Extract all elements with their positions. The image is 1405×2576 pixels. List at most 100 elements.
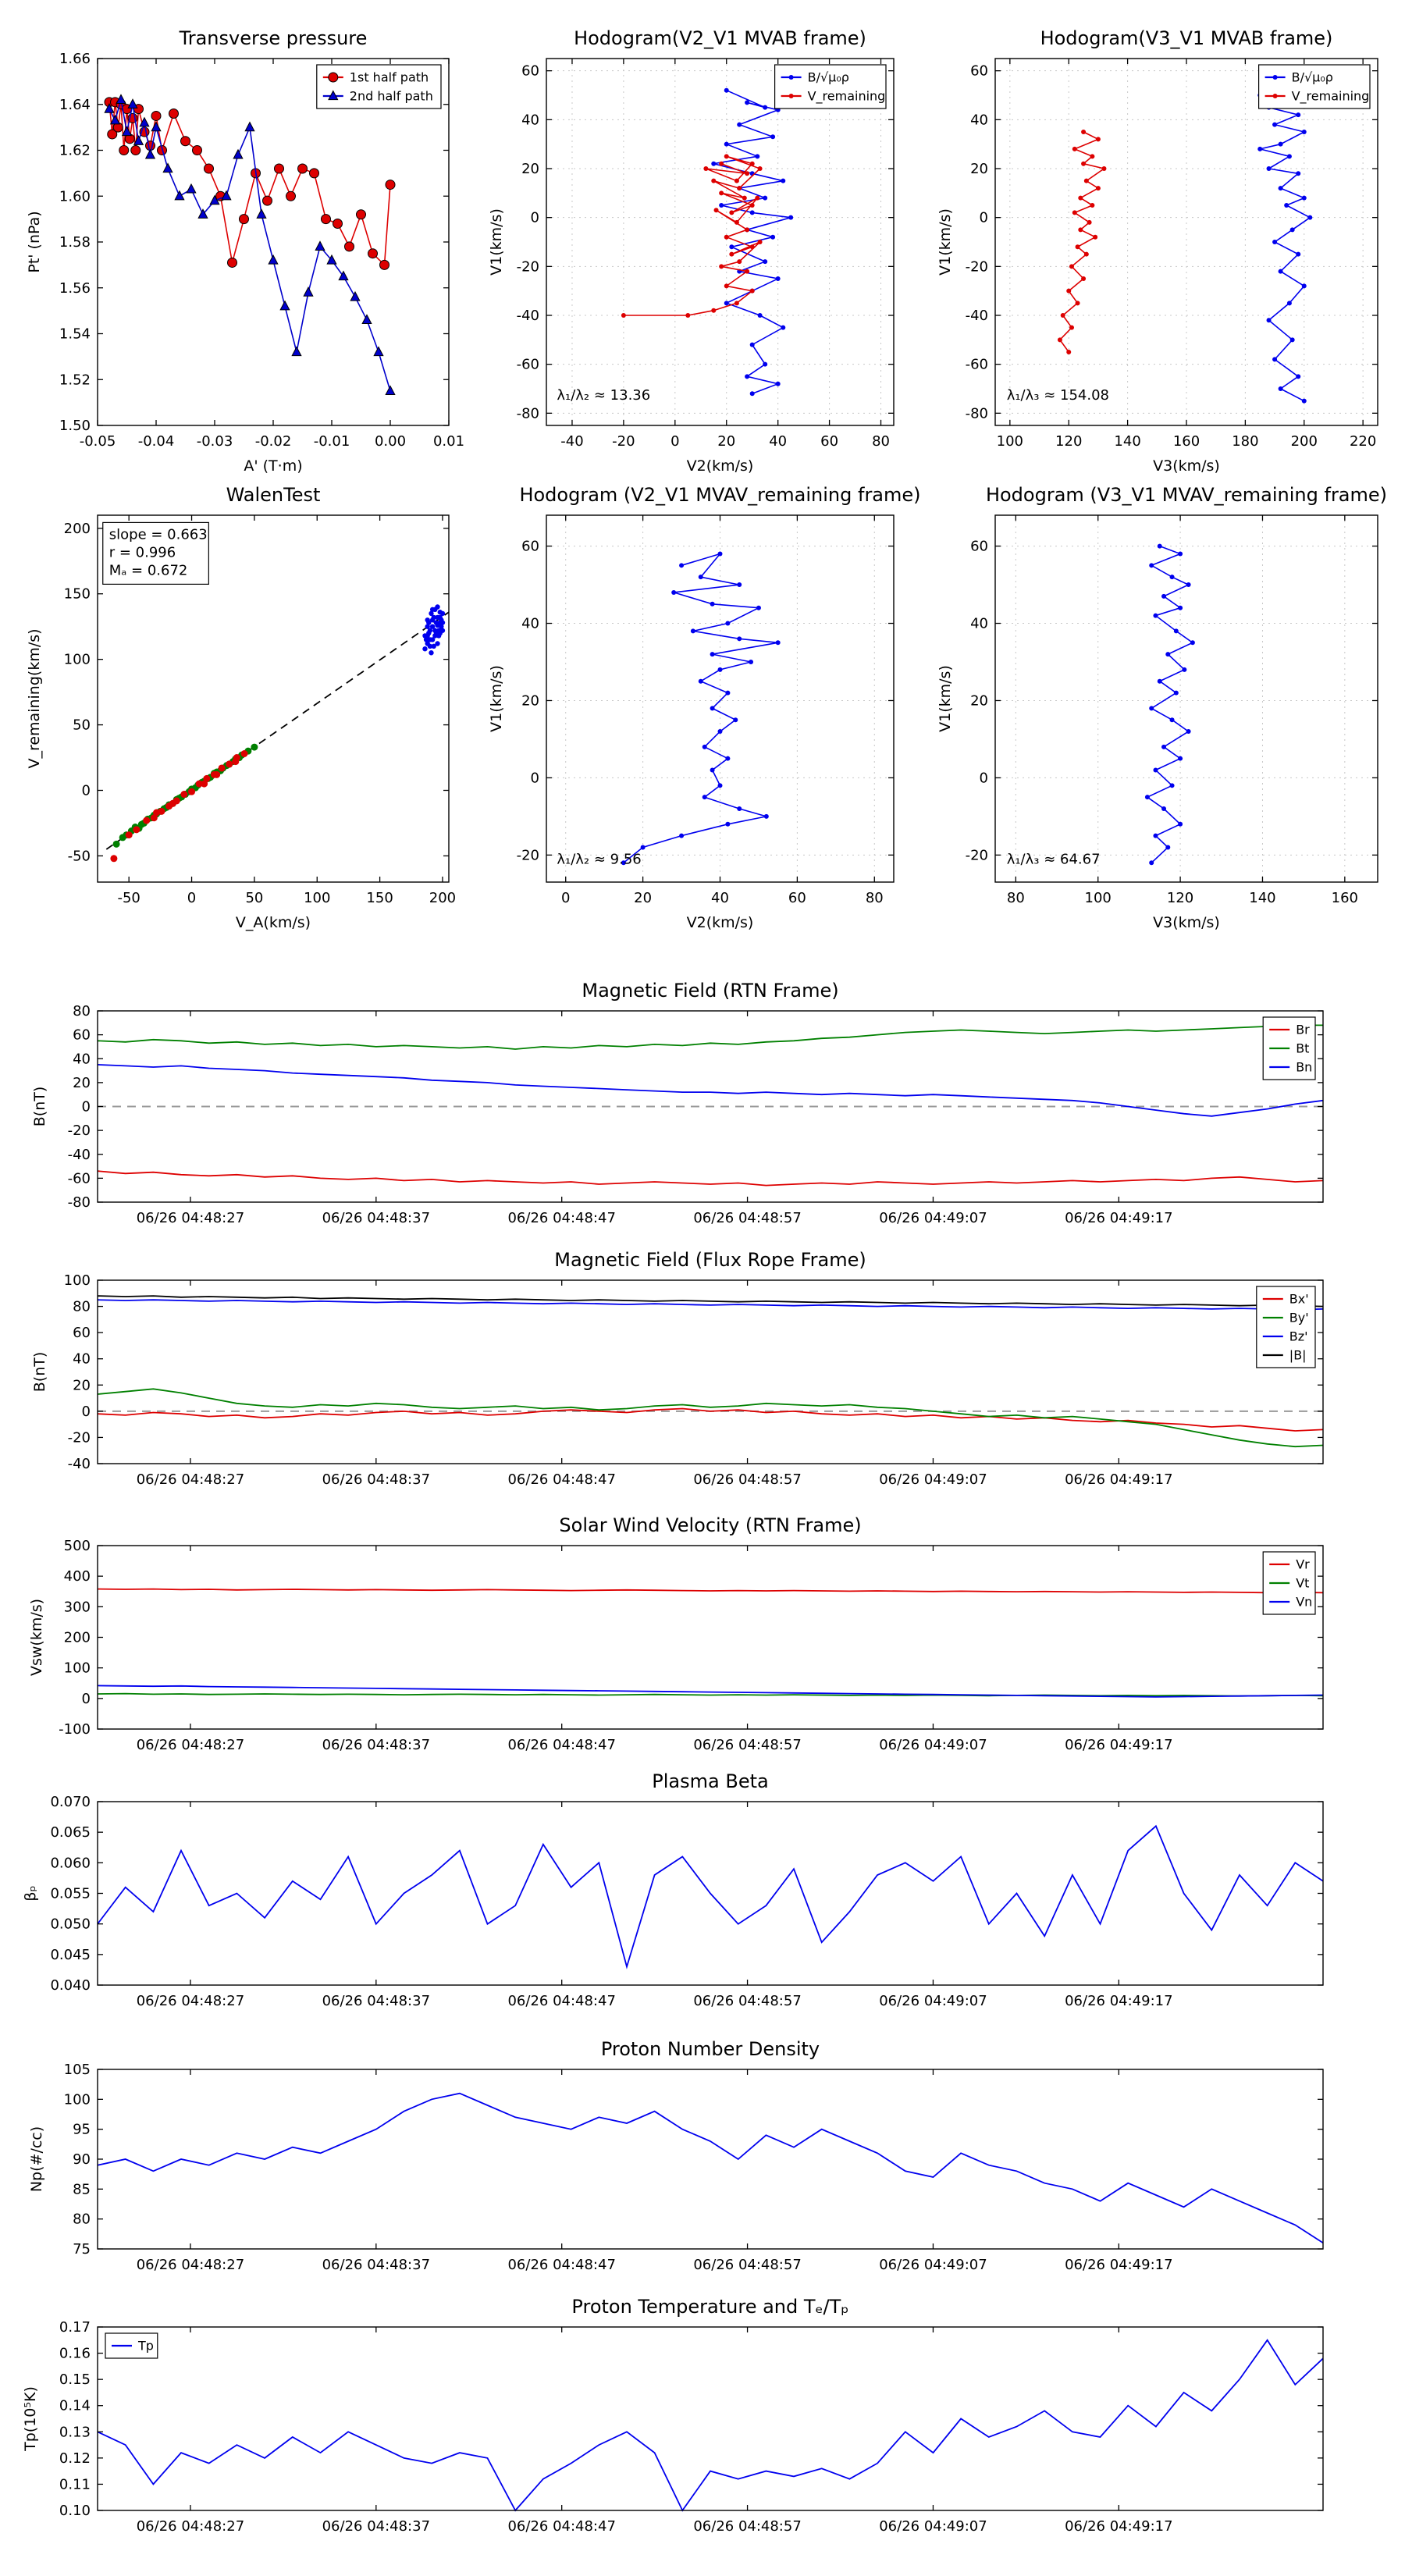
y-tick-label: 75 [73,2241,91,2258]
x-tick-label: 06/26 04:49:07 [879,2518,987,2535]
x-tick-label: 06/26 04:48:37 [322,2257,430,2273]
legend-label: Bx' [1289,1292,1309,1307]
legend-label: Bt [1296,1041,1309,1056]
chart-hodogram-v3v1-mvab: 100 120 140 160 180 200 220 -80 -60 -40 -20 0 20 40 60… [933,12,1405,480]
x-tick-label: 06/26 04:48:47 [507,2257,615,2273]
y-tick-label: 50 [73,717,91,734]
y-tick-label: 0.16 [59,2346,91,2362]
x-tick-label: 120 [1055,433,1082,450]
y-tick-label: -20 [966,847,988,863]
y-tick-label: 0 [82,1691,91,1707]
x-tick-label: 200 [429,890,456,906]
x-tick-label: 06/26 04:48:57 [693,2518,801,2535]
x-tick-label: 0 [670,433,679,450]
y-tick-label: 40 [970,112,988,128]
legend-label: 2nd half path [350,89,433,104]
x-tick-label: 06/26 04:48:27 [137,1737,244,1753]
x-tick-label: 06/26 04:48:47 [507,1210,615,1226]
y-tick-label: 0.055 [50,1886,91,1902]
chart-hodogram-v2v1-mvab: -40 -20 0 20 40 60 80 -80 -60 -40 -20 0 20 40 60 Hodogr… [480,12,925,480]
svg-plasma-beta: 06/26 04:48:27 06/26 04:48:37 06/26 04:48:… [22,1770,1324,2009]
y-tick-label: 40 [73,1351,91,1368]
y-tick-label: 60 [521,539,539,555]
legend-label: 1st half path [350,70,429,85]
y-tick-label: 0.14 [59,2398,91,2414]
x-tick-label: 06/26 04:48:57 [693,1471,801,1488]
y-tick-label: 0.17 [59,2319,91,2336]
y-tick-label: 0 [531,210,539,226]
x-tick-label: 06/26 04:48:47 [507,1993,615,2009]
x-tick-label: -0.05 [80,433,116,450]
x-tick-label: 06/26 04:49:07 [879,2257,987,2273]
y-tick-label: 20 [521,161,539,177]
svg-hodogram-v2v1-mvav: 0 20 40 60 80 -20 0 20 40 60 Hodogram (V2_V1 MVAV_… [488,484,921,931]
y-tick-label: 1.52 [59,372,91,388]
legend-label: Br [1296,1023,1310,1037]
legend-label: V_remaining [808,89,886,105]
y-axis-label: B(nT) [31,1352,48,1393]
x-tick-label: 06/26 04:49:17 [1065,1210,1172,1226]
y-tick-label: 0.10 [59,2503,91,2519]
x-tick-label: 140 [1249,890,1275,906]
y-tick-label: -40 [966,308,988,324]
y-tick-label: -20 [68,1429,91,1446]
y-axis-label: Np(#/cc) [28,2126,45,2192]
y-tick-label: 100 [64,1660,91,1677]
x-axis-label: A' (T·m) [244,457,302,475]
y-tick-label: 105 [64,2062,91,2078]
x-tick-label: 06/26 04:48:27 [137,1471,244,1488]
legend-label: By' [1289,1311,1309,1325]
legend-label: Tp [137,2339,154,2354]
y-tick-label: 60 [970,63,988,80]
y-tick-label: 200 [64,521,91,537]
svg-transverse-pressure: -0.05 -0.04 -0.03 -0.02 -0.01 0.00 0.01 1.50 1.5… [26,27,464,475]
y-tick-label: 0.045 [50,1947,91,1963]
y-tick-label: 1.64 [59,97,91,113]
x-tick-label: 100 [997,433,1023,450]
x-tick-label: 0 [561,890,570,906]
x-tick-label: 06/26 04:49:07 [879,1737,987,1753]
x-tick-label: 80 [866,890,884,906]
x-tick-label: 0.01 [433,433,464,450]
chart-title: Magnetic Field (Flux Rope Frame) [554,1249,866,1271]
x-tick-label: -0.01 [314,433,350,450]
y-tick-label: 0.13 [59,2424,91,2440]
x-tick-label: 06/26 04:48:57 [693,1737,801,1753]
y-tick-label: 0 [980,770,988,786]
x-tick-label: 06/26 04:49:17 [1065,1993,1172,2009]
x-tick-label: 06/26 04:48:27 [137,1993,244,2009]
y-axis-label: B(nT) [31,1087,48,1127]
annotation-text: slope = 0.663 [109,526,208,543]
legend-label: Bn [1296,1060,1312,1075]
x-axis-label: V2(km/s) [687,457,754,475]
x-tick-label: 20 [634,890,652,906]
y-tick-label: 85 [73,2181,91,2197]
x-tick-label: 06/26 04:48:47 [507,2518,615,2535]
x-axis-label: V_A(km/s) [236,914,311,931]
y-tick-label: -60 [68,1170,91,1187]
y-tick-label: 0 [82,783,91,799]
y-axis-label: V1(km/s) [937,665,954,732]
y-tick-label: 500 [64,1538,91,1554]
y-tick-label: 400 [64,1568,91,1585]
x-tick-label: 50 [245,890,263,906]
x-tick-label: 06/26 04:49:07 [879,1210,987,1226]
y-tick-label: 150 [64,586,91,603]
y-axis-label: βₚ [22,1885,39,1901]
y-tick-label: -40 [68,1456,91,1472]
chart-title: Solar Wind Velocity (RTN Frame) [559,1514,861,1536]
annotation-text: λ₁/λ₂ ≈ 9.56 [557,852,641,868]
x-tick-label: 120 [1167,890,1193,906]
x-tick-label: 06/26 04:48:37 [322,1210,430,1226]
y-tick-label: -20 [517,258,539,275]
y-tick-label: 0.11 [59,2476,91,2492]
y-tick-label: 1.60 [59,188,91,205]
y-axis-label: Pt' (nPa) [26,211,43,272]
y-tick-label: -40 [68,1147,91,1163]
y-tick-label: 80 [73,1299,91,1315]
y-tick-label: 60 [73,1325,91,1341]
y-tick-label: 100 [64,1272,91,1289]
x-tick-label: 06/26 04:48:37 [322,1993,430,2009]
x-tick-label: 20 [717,433,735,450]
